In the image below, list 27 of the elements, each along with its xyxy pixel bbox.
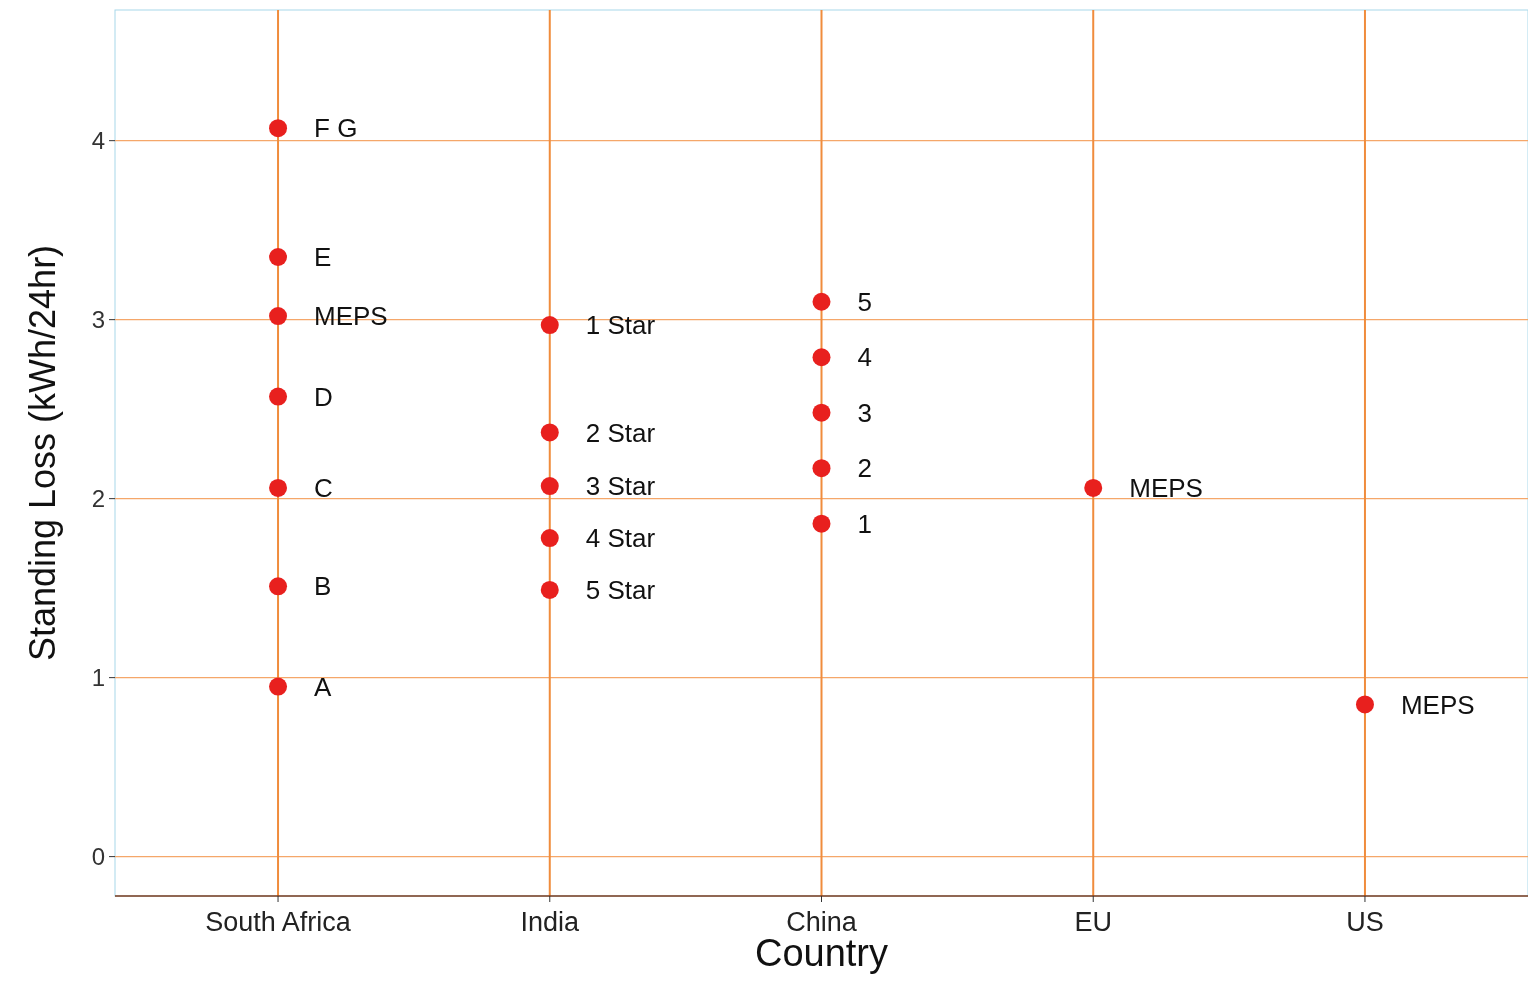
annotation: 3 Star xyxy=(585,471,656,502)
annotation: MEPS xyxy=(1400,689,1475,720)
x-tick-label: South Africa xyxy=(205,907,352,937)
y-axis-title: Standing Loss (kWh/24hr) xyxy=(22,244,63,662)
annotation: 1 xyxy=(857,508,872,539)
y-tick-label: 1 xyxy=(91,664,105,692)
y-tick-label: 2 xyxy=(91,485,105,513)
y-tick-label: 0 xyxy=(91,843,105,871)
y-tick-label: 3 xyxy=(91,306,105,334)
y-tick-label: 4 xyxy=(91,127,105,155)
annotation: 3 xyxy=(857,397,872,428)
annotation: B xyxy=(314,571,332,602)
annotation: 4 Star xyxy=(585,523,656,554)
annotation: E xyxy=(314,242,332,273)
annotation: 5 xyxy=(857,286,872,317)
annotation: 4 xyxy=(857,342,872,373)
annotation: MEPS xyxy=(1129,473,1203,503)
annotation: 2 Star xyxy=(585,417,656,448)
annotation: 5 Star xyxy=(585,575,656,606)
annotation: C xyxy=(314,473,333,503)
annotation: A xyxy=(314,671,333,702)
annotation: D xyxy=(314,381,333,412)
x-tick-label: EU xyxy=(1074,907,1112,937)
annotation: F G xyxy=(314,113,358,144)
x-tick-label: India xyxy=(520,907,581,937)
x-tick-label: US xyxy=(1346,907,1384,937)
annotation: 2 xyxy=(857,453,872,484)
